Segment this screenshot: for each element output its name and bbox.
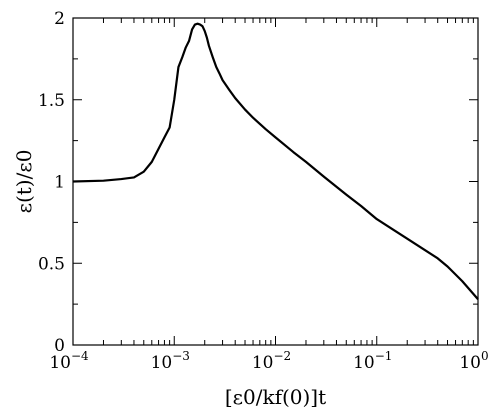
x-tick-base: 10 — [459, 353, 481, 373]
x-tick-exponent: 0 — [481, 349, 489, 363]
labels: 10−4 10−3 10−2 10−1 10000.511.52[ε0/kf(0)]tε… — [12, 9, 489, 409]
ticks — [72, 17, 479, 346]
x-tick-base: 10 — [353, 353, 375, 373]
axes — [72, 17, 479, 346]
y-axis-title: ε(t)/ε0 — [12, 150, 36, 214]
x-tick-label: 10−2 — [252, 349, 291, 373]
y-tick-label: 2 — [54, 9, 65, 29]
x-tick-base: 10 — [252, 353, 274, 373]
x-tick-exponent: −1 — [375, 349, 393, 363]
series-line — [72, 22, 479, 300]
x-tick-exponent: −2 — [273, 349, 291, 363]
y-tick-label: 0.5 — [38, 254, 65, 274]
y-tick-label: 0 — [54, 336, 65, 356]
y-tick-label: 1 — [54, 173, 65, 193]
plot-frame — [72, 17, 479, 346]
x-tick-label: 10−3 — [151, 349, 190, 373]
y-tick-label: 1.5 — [38, 91, 65, 111]
series-layer — [72, 22, 479, 300]
x-tick-label: 10−1 — [353, 349, 392, 373]
x-axis-title: [ε0/kf(0)]t — [225, 385, 326, 409]
x-tick-base: 10 — [151, 353, 173, 373]
x-tick-label: 10−4 — [49, 349, 89, 373]
x-tick-exponent: −3 — [172, 349, 190, 363]
x-tick-exponent: −4 — [71, 349, 89, 363]
x-tick-label: 100 — [459, 349, 488, 373]
x-tick-base: 10 — [49, 353, 71, 373]
